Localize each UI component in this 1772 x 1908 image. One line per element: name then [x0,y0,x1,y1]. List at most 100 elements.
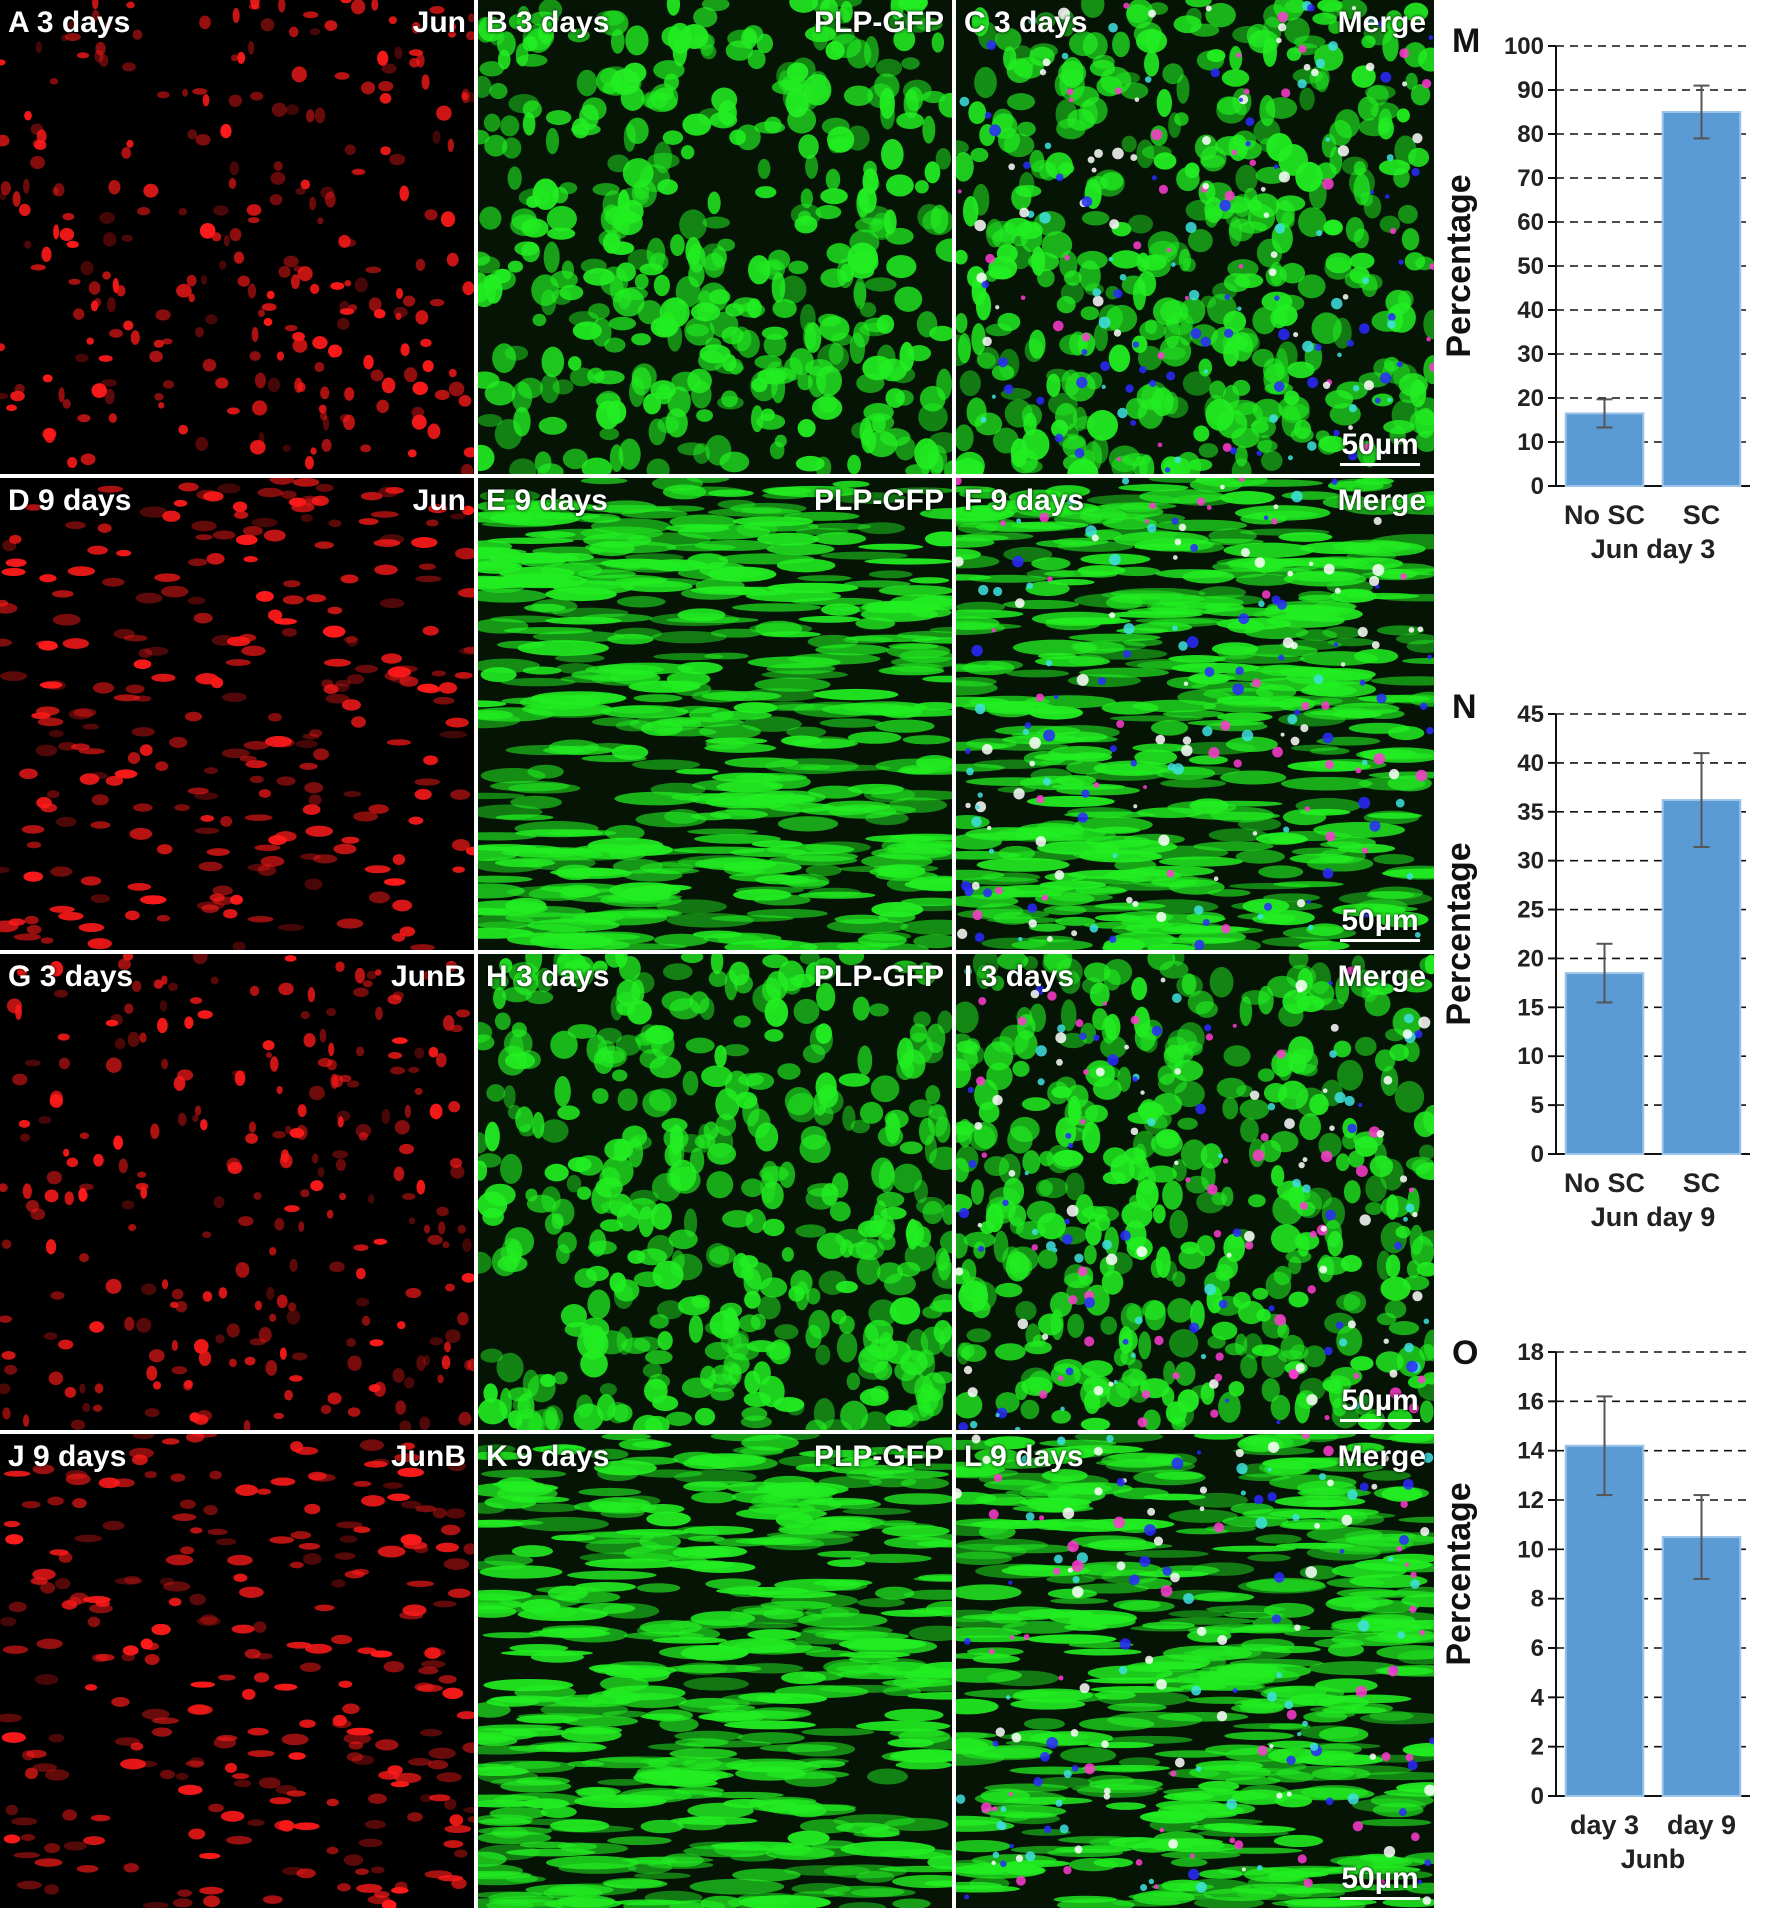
y-tick-label: 40 [1517,750,1544,777]
panel-h: H 3 days PLP-GFP [478,954,952,1430]
panel-a-stain: Jun [412,6,466,39]
chart-o: O 0 2 4 6 8 10 12 14 16 18 day 3 day 9 Junb Percentag… [1436,1330,1772,1908]
panel-i-stain: Merge [1337,960,1426,993]
y-tick-label: 10 [1517,1536,1544,1563]
x-category-label: No SC [1564,500,1645,530]
x-category-label: day 9 [1667,1810,1736,1840]
y-tick-label: 16 [1517,1388,1544,1415]
panel-d-label: D 9 days [8,484,132,517]
panel-h-stain: PLP-GFP [813,960,944,993]
panel-i: I 3 days Merge 50µm [956,954,1434,1430]
x-category-label: SC [1683,500,1721,530]
panel-e: E 9 days PLP-GFP [478,478,952,950]
micrograph-texture [0,954,474,1430]
bar [1661,1536,1742,1797]
panel-k: K 9 days PLP-GFP [478,1434,952,1908]
panel-a: A 3 days Jun [0,0,474,474]
micrograph-texture [0,0,474,474]
panel-d-stain: Jun [412,484,466,517]
panel-b: B 3 days PLP-GFP [478,0,952,474]
x-category-label: SC [1683,1168,1721,1198]
y-tick-label: 4 [1531,1684,1545,1711]
micrograph-texture [478,478,952,950]
y-tick-label: 30 [1517,848,1544,875]
panel-b-stain: PLP-GFP [813,6,944,39]
panel-g: G 3 days JunB [0,954,474,1430]
y-axis-label: Percentage [1440,174,1478,357]
y-tick-label: 80 [1517,121,1544,148]
y-tick-label: 60 [1517,209,1544,236]
micrograph-texture [478,0,952,474]
y-tick-label: 10 [1517,1043,1544,1070]
chart-m: M 0 10 20 30 40 50 60 70 80 90 100 No SC SC Jun day 3… [1436,0,1772,620]
scale-bar-i: 50µm [1340,1385,1420,1422]
y-tick-label: 12 [1517,1487,1544,1514]
y-tick-label: 20 [1517,385,1544,412]
panel-b-label: B 3 days [486,6,610,39]
x-axis-label: Jun day 9 [1591,1202,1716,1232]
micrograph-texture [956,0,1434,474]
y-tick-label: 5 [1531,1092,1544,1119]
panel-c-label: C 3 days [964,6,1088,39]
chart-n: N 0 5 10 15 20 25 30 35 40 45 No SC SC Jun day 9 Perc… [1436,676,1772,1256]
y-tick-label: 2 [1531,1734,1544,1761]
micrograph-texture [478,1434,952,1908]
panel-l-label: L 9 days [964,1440,1084,1473]
bar [1564,1444,1645,1797]
bar [1661,799,1742,1156]
x-category-label: day 3 [1570,1810,1639,1840]
x-axis-label: Junb [1621,1844,1686,1874]
chart-o-letter: O [1452,1334,1479,1372]
panel-i-label: I 3 days [964,960,1075,993]
panel-c-stain: Merge [1337,6,1426,39]
micrograph-texture [956,1434,1434,1908]
y-tick-label: 14 [1517,1438,1544,1465]
panel-e-stain: PLP-GFP [813,484,944,517]
panel-j: J 9 days JunB [0,1434,474,1908]
chart-m-svg: 0 10 20 30 40 50 60 70 80 90 100 No SC SC Jun day 3 Pe… [1440,33,1750,564]
panel-f: F 9 days Merge 50µm [956,478,1434,950]
panel-k-label: K 9 days [486,1440,610,1473]
micrograph-texture [478,954,952,1430]
panel-k-stain: PLP-GFP [813,1440,944,1473]
y-tick-label: 18 [1517,1339,1544,1366]
micrograph-texture [956,478,1434,950]
y-tick-label: 70 [1517,165,1544,192]
y-axis-label: Percentage [1440,842,1478,1025]
micrograph-grid: A 3 days Jun B 3 days PLP-GFP C 3 days M… [0,0,1436,1908]
panel-h-label: H 3 days [486,960,610,993]
micrograph-texture [0,478,474,950]
panel-a-label: A 3 days [8,6,131,39]
y-tick-label: 15 [1517,994,1544,1021]
chart-n-letter: N [1452,688,1477,726]
x-category-label: No SC [1564,1168,1645,1198]
micrograph-texture [0,1434,474,1908]
y-tick-label: 8 [1531,1586,1544,1613]
x-axis-label: Jun day 3 [1591,534,1716,564]
y-axis-label: Percentage [1440,1482,1478,1665]
bar [1661,111,1742,487]
scale-bar-l: 50µm [1340,1863,1420,1900]
y-tick-label: 25 [1517,897,1544,924]
panel-l-stain: Merge [1337,1440,1426,1473]
y-tick-label: 90 [1517,77,1544,104]
chart-o-svg: 0 2 4 6 8 10 12 14 16 18 day 3 day 9 Junb Percentage [1440,1339,1750,1874]
y-tick-label: 40 [1517,297,1544,324]
y-tick-label: 10 [1517,429,1544,456]
y-tick-label: 20 [1517,945,1544,972]
y-tick-label: 35 [1517,799,1544,826]
panel-g-stain: JunB [391,960,466,993]
panel-c: C 3 days Merge 50µm [956,0,1434,474]
panel-f-label: F 9 days [964,484,1085,517]
chart-m-letter: M [1452,22,1481,60]
y-tick-label: 100 [1504,33,1544,60]
scale-bar-c: 50µm [1340,429,1420,466]
micrograph-texture [956,954,1434,1430]
panel-j-stain: JunB [391,1440,466,1473]
chart-n-svg: 0 5 10 15 20 25 30 35 40 45 No SC SC Jun day 9 Percen… [1440,701,1750,1232]
y-tick-label: 30 [1517,341,1544,368]
panel-d: D 9 days Jun [0,478,474,950]
y-tick-label: 50 [1517,253,1544,280]
y-tick-label: 6 [1531,1635,1544,1662]
panel-e-label: E 9 days [486,484,608,517]
